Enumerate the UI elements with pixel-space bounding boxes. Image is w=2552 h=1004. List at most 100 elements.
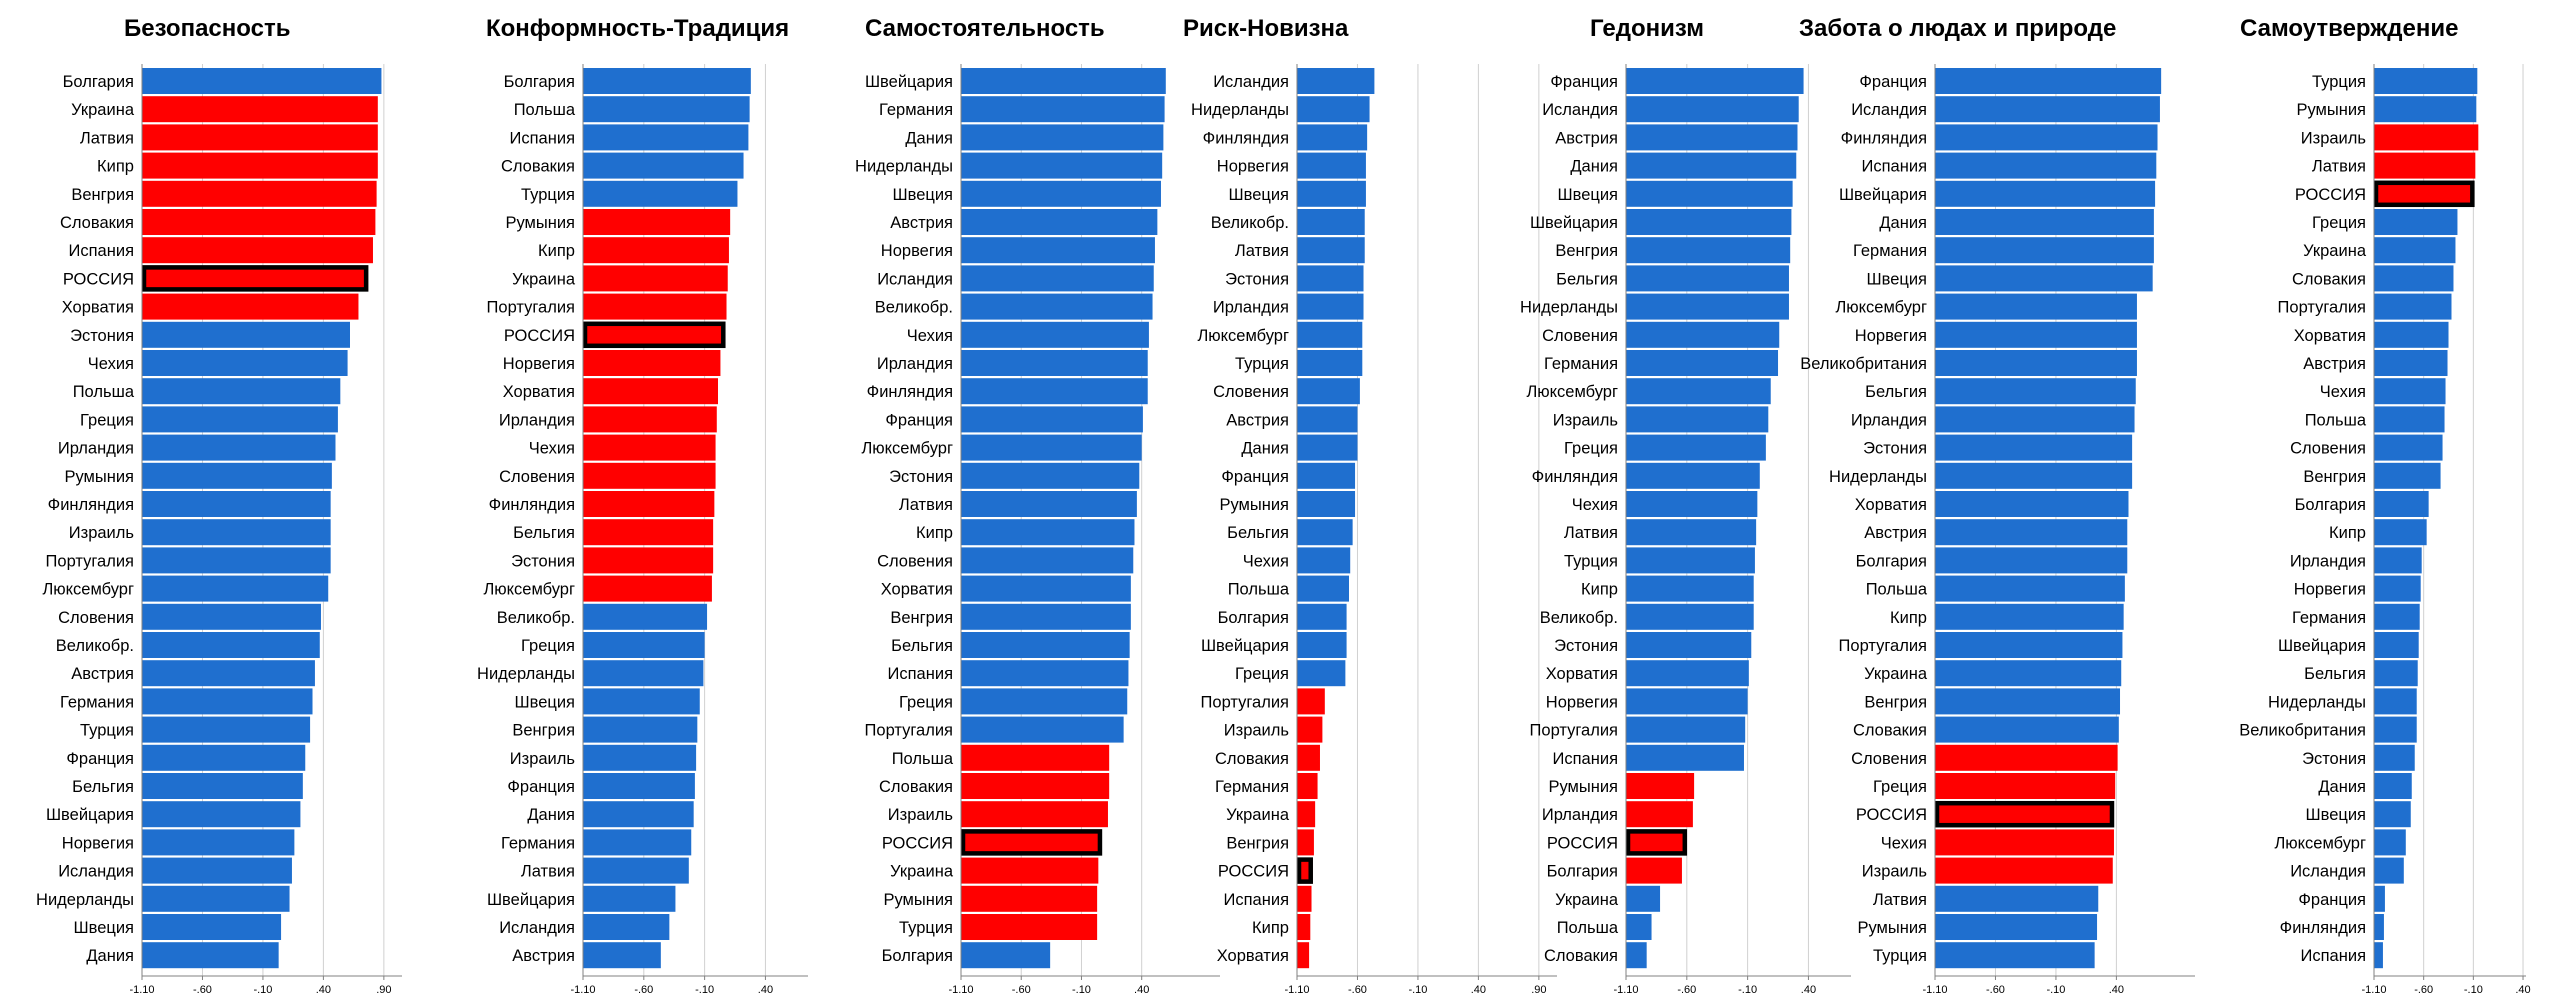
category-label: Франция [1859,73,1927,91]
bar [1935,773,2116,799]
bar [1626,491,1758,517]
category-label: Хорватия [1217,947,1289,965]
category-label: РОССИЯ [1856,806,1927,824]
category-label: Испания [1862,158,1927,176]
bar [1626,406,1769,433]
category-label: Хорватия [503,383,575,401]
chart-panel: Гедонизм Франция Исландия Австрия Дания Швеци… [1520,15,1851,996]
tick-label: -.10 [1738,984,1757,996]
tick-label: .90 [1531,984,1546,996]
category-label: Словения [1213,383,1289,401]
category-label: Латвия [899,496,953,514]
chart-panel: Самоутверждение Турция Румыния Израиль Латви… [2239,15,2530,996]
bar [142,773,303,799]
bar [961,829,1102,856]
category-label: Бельгия [1556,270,1618,288]
bar [961,434,1142,461]
bar [1935,350,2137,376]
category-label: Болгария [504,73,575,91]
category-label: Кипр [916,524,953,542]
category-label: Швеция [74,919,134,937]
bar [1935,96,2160,123]
bar [961,152,1163,179]
bar [2374,68,2478,94]
bar [1935,209,2154,235]
bar [2374,406,2445,433]
bar [2374,350,2448,376]
category-label: Чехия [1243,552,1289,570]
bar [583,660,704,687]
bar [1935,575,2125,602]
category-label: Исландия [1213,73,1289,91]
category-label: Люксембург [1197,327,1289,345]
chart-panel: Самостоятельность Швейцария Германия Дания Н… [855,15,1220,996]
bar [1935,716,2119,743]
chart-title: Конформность-Традиция [486,15,789,42]
category-label: Финляндия [1841,129,1927,147]
category-label: Португалия [487,299,575,317]
category-label: Эстония [1863,440,1927,458]
bar [1626,801,1693,828]
bar [583,350,721,376]
bar [142,124,378,151]
bar [961,857,1099,884]
category-label: Испания [1553,750,1618,768]
tick-label: -.10 [2464,984,2483,996]
category-label: Франция [66,750,134,768]
bar [1935,293,2137,320]
tick-label: -1.10 [2361,984,2386,996]
bar [583,96,750,123]
bar [1626,914,1652,940]
bar [1297,265,1364,292]
bar [1626,68,1804,94]
bar [1297,744,1320,771]
bar [583,885,676,912]
chart-panel: Безопасность Болгария Украина Латвия Кипр Вен… [36,15,402,996]
category-label: Польша [2305,411,2367,429]
tick-label: -.60 [1677,984,1696,996]
bar [583,265,728,292]
bar [1935,744,2118,771]
bar [961,209,1158,235]
bar [1297,321,1363,348]
bar [583,434,716,461]
category-label: Дания [1241,440,1289,458]
chart-panel: Забота о людах и природе Франция Исландия Ф… [1799,15,2195,996]
bar [142,519,331,546]
category-label: Украина [1555,891,1619,909]
bar [583,68,751,94]
bar [2374,293,2452,320]
category-label: Ирландия [1213,299,1289,317]
category-label: Кипр [1252,919,1289,937]
category-label: Норвегия [1546,693,1618,711]
bar [142,209,376,235]
category-label: Румыния [64,468,134,486]
bar [2374,942,2383,969]
bar [1297,688,1325,715]
tick-label: -1.10 [1922,984,1947,996]
bar [961,603,1131,630]
category-label: Норвегия [503,355,575,373]
category-label: Латвия [2312,158,2366,176]
bar [1626,96,1799,123]
tick-label: -.10 [695,984,714,996]
bar [1626,744,1744,771]
category-label: Люксембург [861,440,953,458]
bar [142,857,292,884]
category-label: Греция [1564,440,1618,458]
category-label: Дания [527,806,575,824]
category-label: Великобр. [56,637,134,655]
bar [1626,942,1647,969]
category-label: Норвегия [62,834,134,852]
bar [142,491,331,517]
category-label: Германия [60,693,134,711]
bar [142,660,315,687]
category-label: Румыния [883,891,953,909]
category-label: Нидерланды [36,891,134,909]
bar [1297,632,1347,658]
bar [1626,265,1789,292]
bar [1297,350,1363,376]
bar [1935,152,2157,179]
bar [961,491,1137,517]
